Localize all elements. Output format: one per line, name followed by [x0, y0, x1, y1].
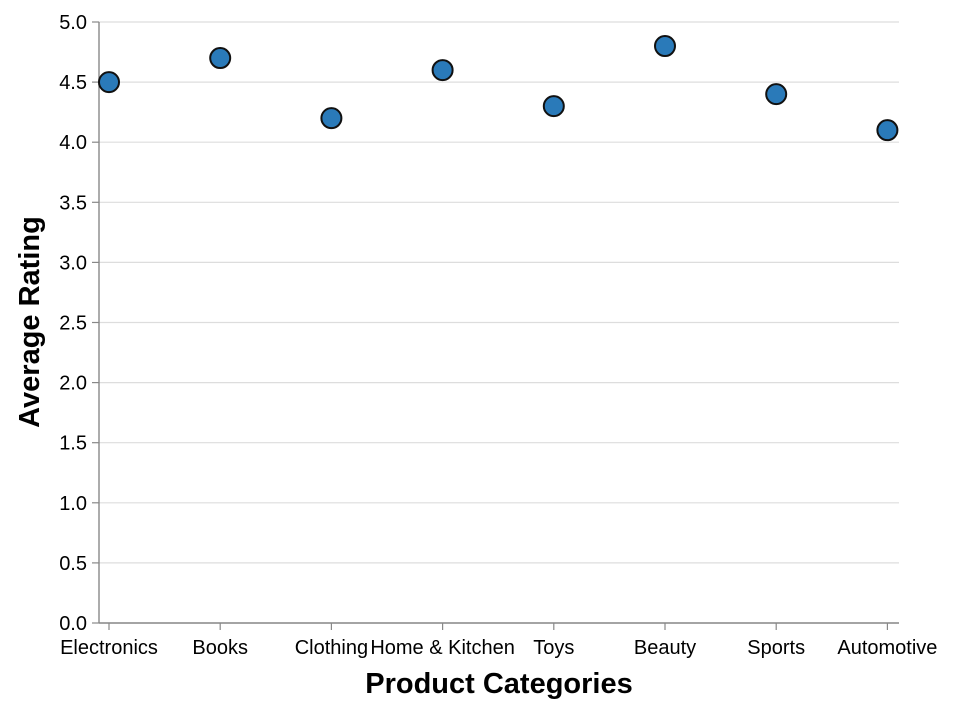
- x-tick-label: Beauty: [634, 637, 696, 659]
- x-tick-label: Electronics: [60, 637, 158, 659]
- data-point: [209, 47, 232, 70]
- y-tick-label: 2.0: [59, 373, 87, 395]
- y-axis-title: Average Rating: [14, 216, 46, 428]
- y-tick-label: 0.0: [59, 613, 87, 635]
- x-axis-ticks: Electronics Books Clothing Home & Kitchen To…: [60, 623, 937, 659]
- y-tick-label: 1.5: [59, 433, 87, 455]
- data-point: [654, 35, 676, 58]
- y-tick-label: 4.5: [59, 72, 87, 94]
- data-point: [542, 95, 565, 118]
- x-axis-title: Product Categories: [365, 668, 633, 700]
- x-tick-label: Books: [192, 637, 248, 659]
- y-tick-label: 3.0: [59, 252, 87, 274]
- y-axis-ticks: 0.0 0.5 1.0 1.5 2.0 2.5 3.0 3.5 4.0 4.5 5.0: [59, 12, 99, 635]
- data-point: [876, 119, 899, 142]
- y-tick-label: 0.5: [59, 553, 87, 575]
- data-points: [98, 35, 899, 142]
- grid-lines: [99, 21, 899, 624]
- x-tick-label: Toys: [533, 637, 574, 659]
- y-tick-label: 3.5: [59, 192, 87, 214]
- y-tick-label: 4.0: [59, 132, 87, 154]
- x-tick-label: Home & Kitchen: [370, 637, 515, 659]
- x-tick-label: Automotive: [837, 637, 937, 659]
- data-point: [765, 83, 788, 106]
- y-tick-label: 2.5: [59, 313, 87, 335]
- y-tick-label: 5.0: [59, 12, 87, 34]
- x-tick-label: Clothing: [295, 637, 368, 659]
- data-point: [98, 71, 120, 94]
- data-point: [431, 59, 454, 82]
- data-point: [320, 107, 343, 130]
- x-tick-label: Sports: [747, 637, 805, 659]
- y-tick-label: 1.0: [59, 493, 87, 515]
